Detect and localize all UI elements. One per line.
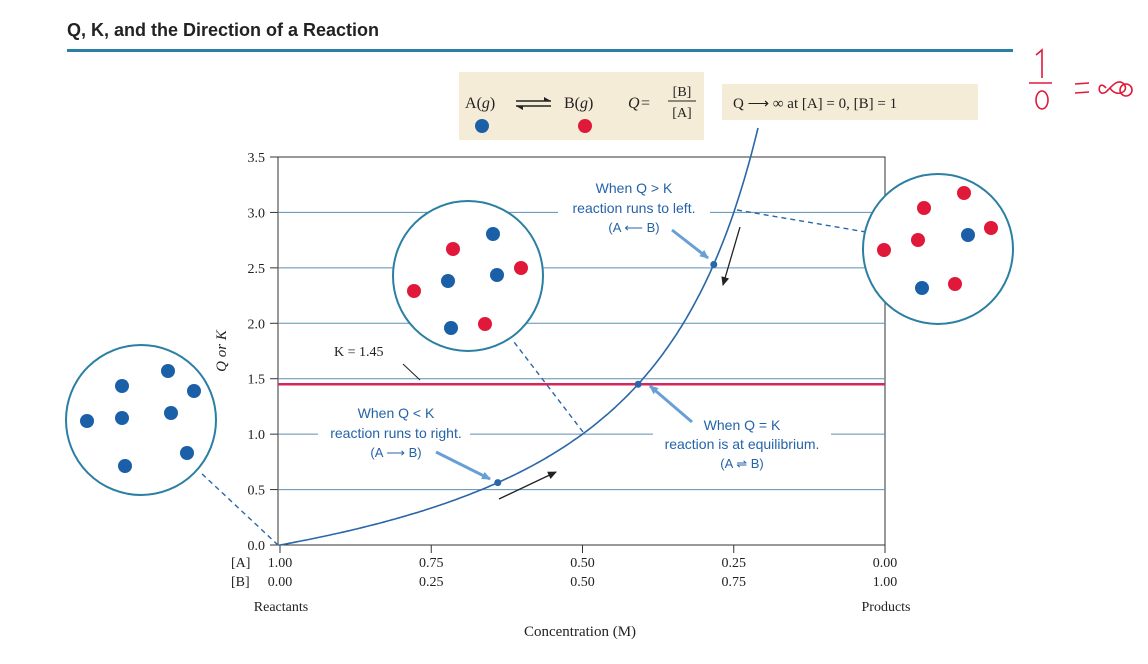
y-axis-ticks: 0.0 0.5 1.0 1.5 2.0 2.5 3.0 3.5 <box>248 151 278 554</box>
equilibrium-arrows-icon <box>516 97 551 110</box>
leader-mixture-circle <box>513 341 584 433</box>
reaction-header: A(g) B(g) Q = [B] [A] <box>459 72 704 140</box>
circle-mixture <box>392 200 544 352</box>
limit-note-text: Q ⟶ ∞ at [A] = 0, [B] = 1 <box>733 96 897 112</box>
y-tick-label: 2.5 <box>248 262 266 277</box>
x-tick-label-a: 0.75 <box>419 556 444 571</box>
y-tick-label: 1.0 <box>248 428 266 443</box>
k-line-label: K = 1.45 <box>334 345 384 360</box>
limit-note-box <box>722 84 978 120</box>
circle-mostly-products <box>862 173 1014 325</box>
y-tick-label: 0.0 <box>248 539 266 554</box>
data-points <box>494 261 718 487</box>
y-tick-label: 2.0 <box>248 317 266 332</box>
annotation-q-equals-k-line1: When Q = K <box>704 417 781 433</box>
data-point-2 <box>710 261 718 269</box>
limit-note: Q ⟶ ∞ at [A] = 0, [B] = 1 <box>722 84 978 120</box>
handwritten-note <box>1029 48 1133 110</box>
q-numerator: [B] <box>673 85 692 100</box>
y-tick-label: 0.5 <box>248 484 266 499</box>
reverse-direction-arrow <box>721 226 741 286</box>
annotation-q-equals-k: When Q = K reaction is at equilibrium. (… <box>649 384 831 476</box>
leader-products-circle <box>736 209 867 233</box>
annotation-q-greater-k-bg <box>558 176 710 240</box>
data-point-0 <box>494 479 502 487</box>
x-end-label-right: Products <box>862 600 911 615</box>
annotation-q-less-k-pointer <box>435 450 491 481</box>
annotation-q-equals-k-line3: (A ⇌ B) <box>720 456 763 471</box>
x-tick-label-a: 1.00 <box>268 556 293 571</box>
annotation-q-less-k: When Q < K reaction runs to right. (A ⟶ … <box>318 400 491 481</box>
q-denominator: [A] <box>672 106 691 121</box>
annotation-q-greater-k: When Q > K reaction runs to left. (A ⟵ B… <box>558 176 710 260</box>
q-label: Q <box>628 95 640 112</box>
annotation-q-greater-k-pointer <box>671 228 709 260</box>
x-axis-label: Concentration (M) <box>524 624 636 640</box>
x-tick-label-a: 0.50 <box>570 556 595 571</box>
leader-start-circle <box>199 471 279 546</box>
x-tick-label-b: 0.25 <box>419 575 444 590</box>
y-tick-label: 3.0 <box>248 206 266 221</box>
x-tick-label-b: 1.00 <box>873 575 898 590</box>
annotation-q-less-k-line3: (A ⟶ B) <box>370 445 421 460</box>
annotation-q-greater-k-line3: (A ⟵ B) <box>608 220 659 235</box>
xtick-row-label-b: [B] <box>231 575 250 590</box>
annotation-q-less-k-line1: When Q < K <box>358 405 435 421</box>
product-label: B(g) <box>564 95 593 112</box>
x-axis-ticks: 1.00 0.00 0.75 0.25 0.50 0.50 0.25 0.75 0.00 1.00 <box>268 545 898 590</box>
product-molecule-icon <box>578 119 592 133</box>
circle-reactants-only <box>65 344 217 496</box>
y-tick-label: 3.5 <box>248 151 266 166</box>
forward-direction-arrow <box>498 471 557 500</box>
x-tick-label-a: 0.00 <box>873 556 898 571</box>
data-point-1 <box>634 380 642 388</box>
k-label-leader <box>402 363 421 381</box>
annotation-q-equals-k-pointer <box>649 384 693 424</box>
x-tick-label-b: 0.50 <box>570 575 595 590</box>
y-axis-label: Q or K <box>214 329 230 372</box>
xtick-row-label-a: [A] <box>231 556 250 571</box>
x-end-label-left: Reactants <box>254 600 308 615</box>
x-tick-label-b: 0.75 <box>722 575 747 590</box>
reactant-molecule-icon <box>475 119 489 133</box>
q-equals: = <box>641 95 650 112</box>
annotation-q-equals-k-bg <box>653 414 831 476</box>
figure-title: Q, K, and the Direction of a Reaction <box>67 20 380 40</box>
annotation-q-greater-k-line2: reaction runs to left. <box>573 200 696 216</box>
annotation-q-less-k-line2: reaction runs to right. <box>330 425 462 441</box>
y-tick-label: 1.5 <box>248 373 266 388</box>
x-tick-label-a: 0.25 <box>722 556 747 571</box>
annotation-q-equals-k-line2: reaction is at equilibrium. <box>665 436 820 452</box>
annotation-q-greater-k-line1: When Q > K <box>596 180 673 196</box>
x-tick-label-b: 0.00 <box>268 575 293 590</box>
plot-frame <box>277 156 886 546</box>
q-curve <box>279 127 759 546</box>
reaction-equation: A(g) <box>465 95 495 112</box>
title-rule <box>67 49 1013 52</box>
